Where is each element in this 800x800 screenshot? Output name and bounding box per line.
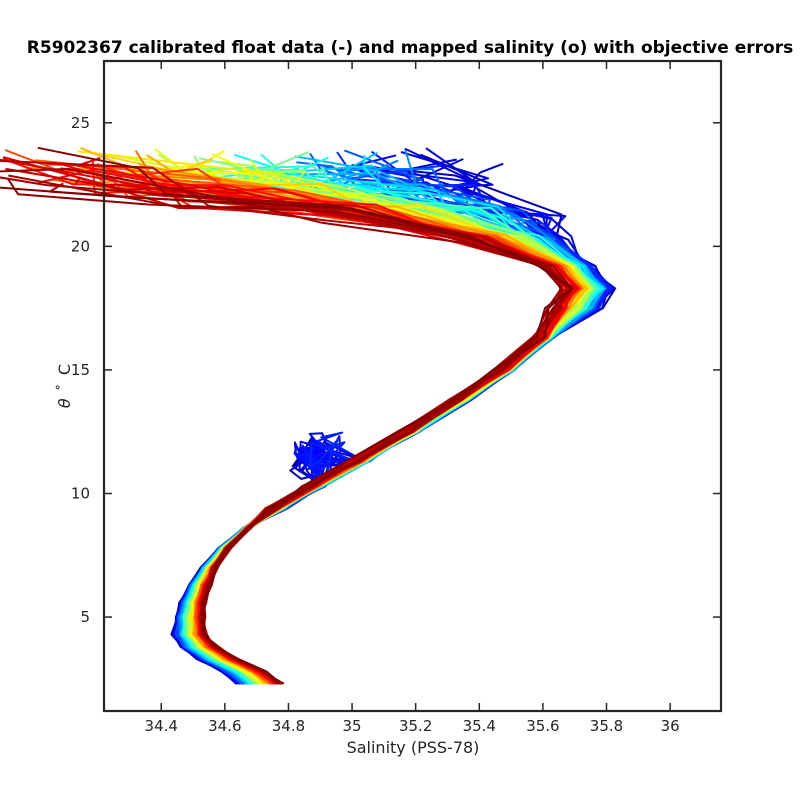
x-tick-label: 36 [661,717,680,735]
y-tick-label: 25 [71,114,90,132]
axes-frame [102,59,723,713]
x-axis-ticks: 34.4 34.6 34.8 35 35.2 35.4 35.6 35.8 36 [145,61,680,735]
x-tick-label: 35.2 [399,717,432,735]
x-tick-label: 35 [343,717,362,735]
x-tick-label: 34.6 [208,717,241,735]
x-tick-label: 35.8 [590,717,623,735]
y-axis-label-symbol: θ [55,398,74,408]
x-tick-label: 34.8 [272,717,305,735]
y-axis-label: θ ° C [50,364,74,408]
x-tick-label: 35.6 [526,717,559,735]
x-tick-label: 34.4 [145,717,178,735]
y-axis-label-degree: ° [54,384,68,390]
x-axis-label: Salinity (PSS-78) [347,738,480,757]
y-tick-label: 15 [71,361,90,379]
y-axis-label-unit: C [55,364,74,375]
profile-line [0,186,572,685]
y-tick-label: 5 [80,608,90,626]
y-axis-ticks: 5 10 15 20 25 [71,114,721,626]
y-tick-label: 10 [71,485,90,503]
chart-title: R5902367 calibrated float data (-) and m… [27,38,793,58]
y-tick-label: 20 [71,237,90,255]
profile-lines [0,146,617,685]
x-tick-label: 35.4 [463,717,496,735]
